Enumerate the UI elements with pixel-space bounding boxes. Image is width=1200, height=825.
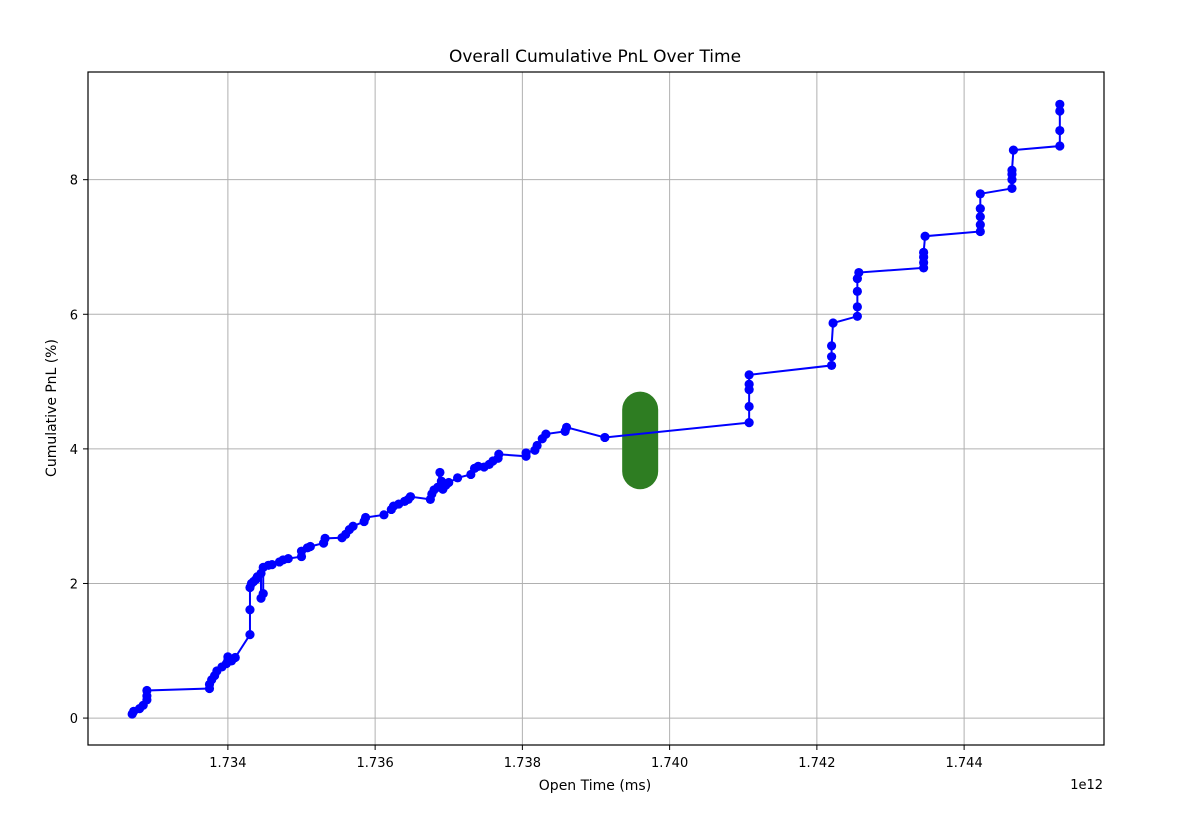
- data-point: [1055, 141, 1065, 151]
- highlight-layer: [622, 391, 659, 490]
- x-axis-ticks: 1.734 1.736 1.738 1.740 1.742 1.744: [209, 745, 983, 771]
- data-point: [1055, 125, 1065, 136]
- chart-title: Overall Cumulative PnL Over Time: [449, 47, 741, 67]
- x-tick-label: 1.740: [651, 756, 688, 771]
- y-tick-label: 4: [70, 443, 78, 458]
- data-point: [258, 588, 268, 599]
- data-point: [541, 429, 551, 439]
- data-point: [744, 370, 754, 380]
- y-axis-ticks: 0 2 4 6 8: [70, 174, 88, 727]
- data-point: [919, 247, 929, 257]
- data-point: [521, 448, 531, 458]
- plot-area-frame: [87, 71, 1105, 746]
- data-point: [405, 492, 416, 502]
- x-tick-label: 1.742: [798, 756, 835, 771]
- data-point: [452, 473, 463, 483]
- data-point: [852, 286, 862, 296]
- data-point: [320, 533, 330, 543]
- data-point: [283, 553, 293, 564]
- data-point: [230, 652, 240, 663]
- series-line: [131, 104, 1061, 715]
- y-tick-label: 8: [70, 174, 78, 189]
- data-point: [494, 449, 504, 459]
- series-layer: [127, 99, 1065, 719]
- data-point: [854, 267, 864, 278]
- data-point: [975, 220, 985, 230]
- data-point: [435, 467, 445, 478]
- x-tick-label: 1.736: [357, 756, 394, 771]
- data-point: [826, 352, 837, 362]
- data-point: [305, 541, 315, 552]
- data-point: [920, 231, 930, 241]
- x-axis-label: Open Time (ms): [539, 778, 651, 794]
- data-point: [975, 212, 985, 222]
- data-point: [348, 521, 358, 531]
- data-point: [826, 360, 837, 371]
- data-point: [532, 440, 542, 451]
- data-point: [1007, 183, 1017, 194]
- data-point: [826, 341, 837, 351]
- data-point: [1007, 165, 1017, 175]
- highlight-capsule: [622, 391, 659, 490]
- x-axis-offset-label: 1e12: [1070, 778, 1103, 793]
- data-point: [975, 189, 985, 199]
- data-point: [744, 401, 754, 412]
- data-point: [444, 477, 454, 488]
- data-point: [828, 318, 838, 328]
- data-point: [245, 605, 255, 615]
- data-point: [267, 560, 277, 570]
- data-point: [1008, 145, 1019, 155]
- data-point: [975, 226, 985, 237]
- grid-lines: [88, 72, 1104, 745]
- data-point: [975, 204, 985, 214]
- data-point: [600, 432, 610, 443]
- y-tick-label: 2: [70, 577, 78, 592]
- x-tick-label: 1.744: [946, 756, 983, 771]
- data-point: [852, 302, 862, 312]
- data-point: [1055, 99, 1065, 109]
- x-tick-label: 1.738: [504, 756, 541, 771]
- y-tick-label: 6: [70, 308, 78, 323]
- data-point: [744, 379, 754, 389]
- y-tick-label: 0: [70, 712, 78, 727]
- data-point: [744, 418, 754, 428]
- data-point: [360, 512, 371, 523]
- x-tick-label: 1.734: [209, 756, 246, 771]
- data-point: [561, 422, 572, 432]
- data-point: [245, 630, 255, 640]
- y-axis-label: Cumulative PnL (%): [44, 339, 60, 477]
- data-point: [142, 685, 152, 696]
- data-point: [379, 510, 389, 520]
- data-point: [852, 311, 862, 321]
- data-point: [1055, 106, 1065, 116]
